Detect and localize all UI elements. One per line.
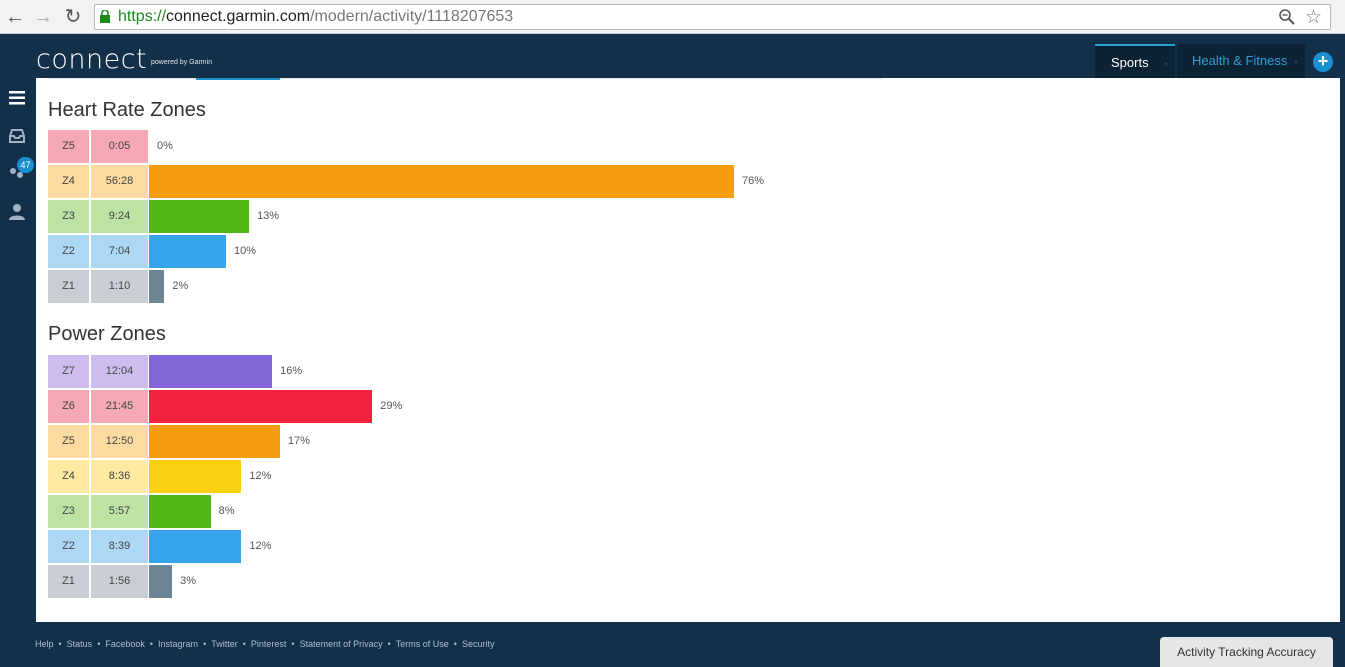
activity-tracking-accuracy-button[interactable]: Activity Tracking Accuracy: [1160, 637, 1333, 667]
powered-by-garmin: powered by Garmin: [151, 59, 213, 66]
zone-time: 1:10: [91, 270, 148, 303]
zone-time: 7:04: [91, 235, 148, 268]
footer-link[interactable]: Terms of Use: [395, 639, 449, 649]
heart-rate-zones-title: Heart Rate Zones: [48, 99, 206, 121]
lock-icon: [100, 10, 110, 23]
zone-label: Z3: [48, 495, 89, 528]
connect-logo[interactable]: connect: [36, 44, 148, 75]
tab-health-label: Health & Fitness: [1192, 53, 1288, 68]
url-text: https://connect.garmin.com/modern/activi…: [118, 8, 514, 25]
zone-label: Z7: [48, 355, 89, 388]
zone-time: 1:56: [91, 565, 148, 598]
power-zones-title: Power Zones: [48, 323, 166, 345]
zone-percent: 17%: [287, 435, 310, 447]
back-arrow-icon[interactable]: ←: [5, 6, 25, 28]
zone-label: Z3: [48, 200, 89, 233]
zone-time: 12:50: [91, 425, 148, 458]
zone-time: 8:36: [91, 460, 148, 493]
zone-label: Z2: [48, 235, 89, 268]
zone-bar: [149, 390, 373, 423]
zone-label: Z5: [48, 425, 89, 458]
tab-sports[interactable]: Sports ·: [1095, 44, 1175, 78]
footer-link[interactable]: Status: [66, 639, 93, 649]
footer-link[interactable]: Help: [35, 639, 54, 649]
footer-separator: •: [58, 639, 62, 649]
zone-label: Z6: [48, 390, 89, 423]
inbox-icon[interactable]: [8, 127, 26, 145]
zone-time: 0:05: [91, 130, 148, 163]
zone-percent: 8%: [218, 505, 235, 517]
zone-bar: [149, 235, 226, 268]
connections-icon[interactable]: [8, 163, 26, 181]
zone-bar: [149, 355, 273, 388]
tab-sports-label: Sports: [1111, 55, 1149, 70]
zone-bar: [149, 165, 734, 198]
browser-toolbar: ← → ↻ https://connect.garmin.com/modern/…: [0, 0, 1345, 34]
bookmark-star-icon[interactable]: ☆: [1304, 7, 1322, 28]
zone-percent: 10%: [233, 245, 256, 257]
zone-percent: 13%: [257, 210, 280, 222]
zone-percent: 12%: [249, 540, 272, 552]
footer-separator: •: [242, 639, 246, 649]
notification-badge: 47: [17, 157, 34, 173]
active-tab-indicator: [196, 78, 280, 80]
zone-bar: [149, 495, 211, 528]
zone-bar: [149, 425, 280, 458]
activity-panel: Heart Rate Zones Z5 0:05 0% Z4 56:28 76% Z3 9:2…: [36, 78, 1340, 622]
zone-label: Z1: [48, 565, 89, 598]
footer-separator: •: [97, 639, 101, 649]
footer-link[interactable]: Instagram: [158, 639, 199, 649]
zone-label: Z1: [48, 270, 89, 303]
footer-separator: •: [203, 639, 207, 649]
add-button[interactable]: +: [1313, 52, 1333, 72]
zone-time: 21:45: [91, 390, 148, 423]
zone-label: Z4: [48, 165, 89, 198]
zone-bar: [149, 200, 250, 233]
footer-link[interactable]: Pinterest: [250, 639, 287, 649]
zone-time: 12:04: [91, 355, 148, 388]
zone-label: Z2: [48, 530, 89, 563]
zone-percent: 16%: [280, 365, 303, 377]
footer-separator: •: [291, 639, 295, 649]
zone-bar: [149, 565, 173, 598]
zone-percent: 12%: [249, 470, 272, 482]
zone-bar: [149, 270, 165, 303]
zone-percent: 29%: [380, 400, 403, 412]
zoom-icon[interactable]: [1278, 8, 1296, 26]
tab-separator: ·: [1164, 56, 1168, 70]
app-header: connect powered by Garmin Sports · Healt…: [0, 34, 1345, 78]
footer-link[interactable]: Security: [461, 639, 495, 649]
zone-percent: 2%: [172, 280, 189, 292]
zone-percent: 3%: [180, 575, 196, 587]
zone-label: Z5: [48, 130, 89, 163]
address-bar[interactable]: https://connect.garmin.com/modern/activi…: [94, 4, 1331, 30]
tab-health-fitness[interactable]: Health & Fitness ·: [1177, 44, 1305, 78]
forward-arrow-icon[interactable]: →: [33, 6, 53, 28]
footer-separator: •: [149, 639, 154, 649]
menu-icon[interactable]: [8, 89, 26, 107]
zone-percent: 0%: [157, 140, 173, 152]
zone-percent: 76%: [742, 175, 765, 187]
zone-time: 9:24: [91, 200, 148, 233]
tab-divider: [48, 78, 882, 79]
footer-separator: •: [387, 639, 391, 649]
zone-bar: [149, 460, 242, 493]
profile-icon[interactable]: [8, 203, 26, 221]
footer-link[interactable]: Facebook: [105, 639, 145, 649]
reload-icon[interactable]: ↻: [64, 6, 82, 28]
zone-label: Z4: [48, 460, 89, 493]
footer-link[interactable]: Statement of Privacy: [299, 639, 383, 649]
zone-time: 8:39: [91, 530, 148, 563]
zone-time: 5:57: [91, 495, 148, 528]
footer-links: Help • Status • Facebook • Instagram • Twitter • P…: [35, 639, 494, 649]
footer-link[interactable]: Twitter: [211, 639, 238, 649]
zone-bar: [149, 530, 242, 563]
zone-time: 56:28: [91, 165, 148, 198]
tab-separator: ·: [1294, 54, 1298, 68]
footer-separator: •: [453, 639, 457, 649]
